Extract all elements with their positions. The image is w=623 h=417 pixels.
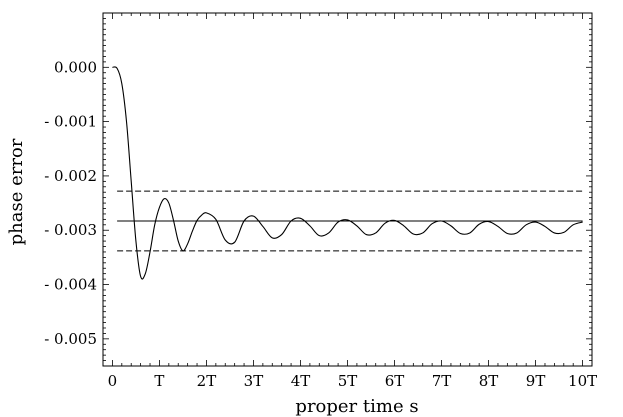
y-tick-label: - 0.001 <box>44 113 97 131</box>
phase-error-curve <box>112 66 583 280</box>
x-tick-label: 10T <box>568 372 597 390</box>
x-tick-label: 4T <box>291 372 311 390</box>
y-tick-label: - 0.003 <box>44 221 97 239</box>
tick-labels: 0 T 2T 3T 4T 5T 6T 7T 8T 9T 10T 0.000 - 0.001 - 0.002… <box>44 58 597 390</box>
x-tick-label: 0 <box>108 372 118 390</box>
x-tick-label: 2T <box>197 372 217 390</box>
y-tick-label: - 0.004 <box>44 276 97 294</box>
x-tick-label: 6T <box>385 372 405 390</box>
y-tick-label: - 0.002 <box>44 167 97 185</box>
plot-frame <box>102 12 593 367</box>
x-tick-label: 8T <box>479 372 499 390</box>
data-lines <box>112 66 583 280</box>
x-tick-label: 9T <box>526 372 546 390</box>
x-tick-label: T <box>154 372 164 390</box>
y-tick-label: 0.000 <box>54 58 97 76</box>
y-tick-label: - 0.005 <box>44 330 97 348</box>
x-tick-label: 3T <box>244 372 264 390</box>
x-tick-label: 5T <box>338 372 358 390</box>
y-axis-label: phase error <box>6 138 27 245</box>
axis-ticks <box>103 12 592 367</box>
x-axis-label: proper time s <box>295 396 418 417</box>
x-tick-label: 7T <box>432 372 452 390</box>
